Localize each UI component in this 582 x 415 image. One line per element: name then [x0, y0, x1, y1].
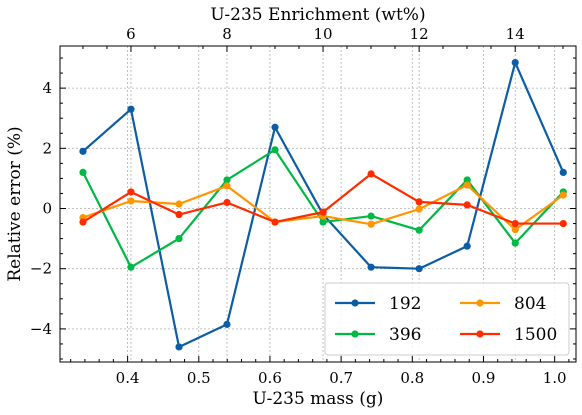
- data-point: [223, 182, 231, 190]
- data-point: [463, 242, 471, 250]
- series-1500: [79, 170, 567, 228]
- x-tick-label: 0.6: [258, 369, 282, 387]
- legend-item-1500: 1500: [460, 325, 557, 345]
- data-point: [415, 205, 423, 213]
- legend-box: [324, 282, 570, 356]
- data-point: [127, 197, 135, 205]
- legend-item-192: 192: [335, 294, 421, 314]
- data-point: [559, 191, 567, 199]
- data-point: [127, 188, 135, 196]
- x-tick-label: 0.9: [472, 369, 496, 387]
- x-tick-label: 0.5: [187, 369, 211, 387]
- data-point: [463, 176, 471, 184]
- tick-labels: 0.4 0.5 0.6 0.7 0.8 0.9 1.0 6 8 10 12 14 −4 −2 0 2 4: [30, 25, 567, 387]
- data-point: [367, 212, 375, 220]
- axis-ticks: [60, 46, 576, 362]
- x-tick-label: 0.7: [329, 369, 353, 387]
- data-point: [511, 225, 519, 234]
- data-point: [463, 201, 471, 209]
- data-point: [319, 208, 327, 216]
- x2-tick-label: 12: [410, 25, 429, 43]
- legend-label: 1500: [514, 325, 557, 345]
- y-tick-label: 4: [42, 79, 52, 97]
- data-point: [319, 218, 327, 226]
- data-point: [559, 168, 567, 176]
- legend-label: 396: [389, 325, 421, 345]
- data-point: [223, 320, 231, 328]
- y-tick-label: 0: [42, 200, 52, 218]
- data-point: [463, 181, 471, 189]
- x2-tick-label: 10: [314, 25, 333, 43]
- data-point: [223, 176, 231, 184]
- data-point: [127, 105, 135, 113]
- data-point: [511, 219, 519, 228]
- data-point: [79, 168, 87, 176]
- x2-tick-label: 6: [126, 25, 136, 43]
- data-point: [367, 263, 375, 271]
- data-point: [223, 198, 231, 207]
- legend: 192 396 804 1500: [324, 282, 570, 356]
- legend-item-396: 396: [335, 325, 421, 345]
- data-point: [271, 146, 279, 154]
- legend-label: 804: [514, 294, 546, 314]
- data-point: [127, 263, 135, 271]
- data-point: [367, 170, 375, 178]
- data-point: [559, 219, 567, 228]
- x2-tick-label: 8: [222, 25, 232, 43]
- legend-label: 192: [389, 294, 421, 314]
- legend-item-804: 804: [460, 294, 546, 314]
- series-layer: [79, 58, 567, 351]
- x2-tick-label: 14: [506, 25, 525, 43]
- top-x-axis-label: U-235 Enrichment (wt%): [210, 5, 425, 25]
- y-tick-label: 2: [42, 139, 52, 157]
- data-point: [271, 123, 279, 131]
- data-point: [367, 220, 375, 228]
- legend-swatch-marker: [476, 330, 484, 338]
- data-point: [511, 239, 519, 247]
- y-tick-label: −2: [30, 260, 52, 278]
- legend-swatch-marker: [351, 299, 359, 307]
- data-point: [175, 343, 183, 351]
- data-point: [175, 235, 183, 243]
- legend-swatch-marker: [476, 299, 484, 307]
- x-tick-label: 1.0: [543, 369, 567, 387]
- legend-swatch-marker: [351, 330, 359, 338]
- data-point: [415, 265, 423, 273]
- data-point: [79, 218, 87, 226]
- data-point: [175, 210, 183, 219]
- data-point: [271, 218, 279, 226]
- data-point: [511, 58, 519, 67]
- data-point: [415, 226, 423, 234]
- x-axis-label: U-235 mass (g): [253, 389, 384, 409]
- x-tick-label: 0.8: [400, 369, 424, 387]
- data-point: [415, 198, 423, 206]
- y-axis-label: Relative error (%): [5, 126, 25, 281]
- plot-frame: [59, 45, 577, 363]
- y-tick-label: −4: [30, 320, 52, 338]
- x-tick-label: 0.4: [116, 369, 140, 387]
- data-point: [175, 200, 183, 208]
- data-point: [79, 147, 87, 155]
